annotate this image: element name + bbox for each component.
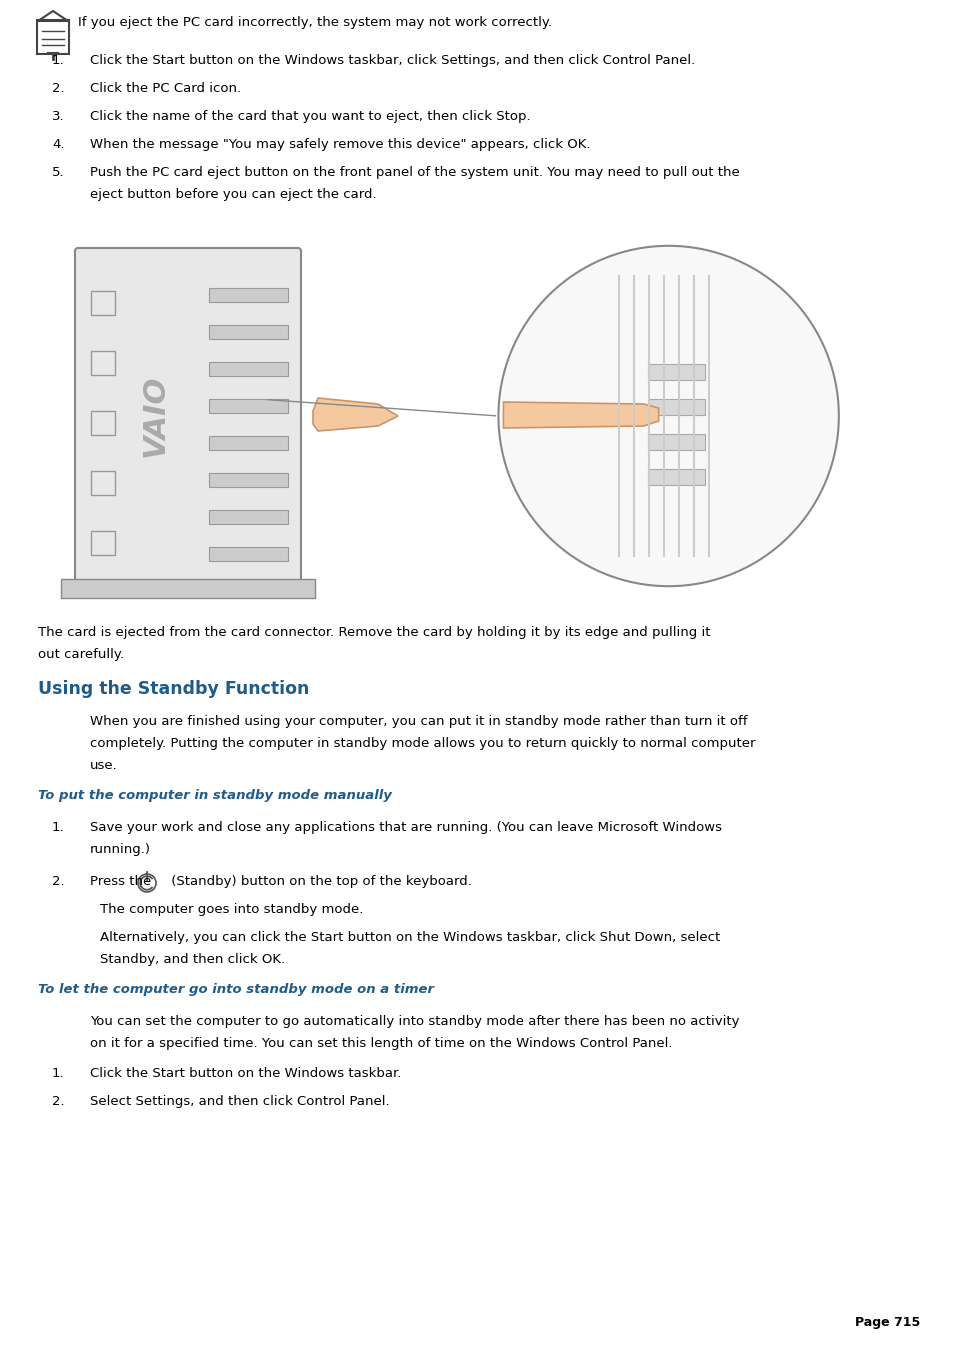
Text: out carefully.: out carefully. — [38, 648, 124, 661]
Text: 2.: 2. — [52, 82, 65, 95]
Text: 2.: 2. — [52, 875, 65, 888]
Text: running.): running.) — [90, 843, 151, 857]
FancyBboxPatch shape — [209, 509, 288, 524]
Polygon shape — [313, 399, 397, 431]
Text: The card is ejected from the card connector. Remove the card by holding it by it: The card is ejected from the card connec… — [38, 626, 710, 639]
FancyBboxPatch shape — [61, 580, 314, 598]
Text: 2.: 2. — [52, 1096, 65, 1108]
Text: 1.: 1. — [52, 54, 65, 68]
Text: When the message "You may safely remove this device" appears, click OK.: When the message "You may safely remove … — [90, 138, 590, 151]
Text: VAIO: VAIO — [140, 374, 170, 457]
FancyBboxPatch shape — [209, 436, 288, 450]
Text: Push the PC card eject button on the front panel of the system unit. You may nee: Push the PC card eject button on the fro… — [90, 166, 739, 178]
Text: Standby, and then click OK.: Standby, and then click OK. — [100, 952, 285, 966]
Text: Select Settings, and then click Control Panel.: Select Settings, and then click Control … — [90, 1096, 389, 1108]
Text: Using the Standby Function: Using the Standby Function — [38, 680, 309, 698]
FancyBboxPatch shape — [209, 326, 288, 339]
Polygon shape — [503, 403, 658, 428]
FancyBboxPatch shape — [209, 399, 288, 413]
FancyBboxPatch shape — [647, 469, 704, 485]
Text: When you are finished using your computer, you can put it in standby mode rather: When you are finished using your compute… — [90, 715, 747, 728]
Text: Alternatively, you can click the Start button on the Windows taskbar, click Shut: Alternatively, you can click the Start b… — [100, 931, 720, 944]
Text: Click the Start button on the Windows taskbar, click Settings, and then click Co: Click the Start button on the Windows ta… — [90, 54, 695, 68]
FancyBboxPatch shape — [647, 363, 704, 380]
FancyBboxPatch shape — [647, 399, 704, 415]
Text: completely. Putting the computer in standby mode allows you to return quickly to: completely. Putting the computer in stan… — [90, 738, 755, 750]
Text: (Standby) button on the top of the keyboard.: (Standby) button on the top of the keybo… — [167, 875, 472, 888]
Text: To let the computer go into standby mode on a timer: To let the computer go into standby mode… — [38, 984, 434, 996]
FancyBboxPatch shape — [75, 249, 301, 584]
Text: Click the PC Card icon.: Click the PC Card icon. — [90, 82, 241, 95]
Text: Click the name of the card that you want to eject, then click Stop.: Click the name of the card that you want… — [90, 109, 530, 123]
Text: 3.: 3. — [52, 109, 65, 123]
Text: Press the: Press the — [90, 875, 155, 888]
Text: You can set the computer to go automatically into standby mode after there has b: You can set the computer to go automatic… — [90, 1015, 739, 1028]
FancyBboxPatch shape — [48, 231, 909, 601]
Text: The computer goes into standby mode.: The computer goes into standby mode. — [100, 902, 363, 916]
Text: 1.: 1. — [52, 821, 65, 834]
Text: use.: use. — [90, 759, 117, 771]
Text: To put the computer in standby mode manually: To put the computer in standby mode manu… — [38, 789, 392, 802]
Text: 5.: 5. — [52, 166, 65, 178]
Text: Save your work and close any applications that are running. (You can leave Micro: Save your work and close any application… — [90, 821, 721, 834]
Text: Page 715: Page 715 — [854, 1316, 919, 1329]
Circle shape — [497, 246, 838, 586]
Text: 4.: 4. — [52, 138, 65, 151]
FancyBboxPatch shape — [647, 434, 704, 450]
Text: If you eject the PC card incorrectly, the system may not work correctly.: If you eject the PC card incorrectly, th… — [78, 16, 552, 28]
FancyBboxPatch shape — [209, 473, 288, 486]
Text: eject button before you can eject the card.: eject button before you can eject the ca… — [90, 188, 376, 201]
FancyBboxPatch shape — [209, 288, 288, 303]
Text: on it for a specified time. You can set this length of time on the Windows Contr: on it for a specified time. You can set … — [90, 1038, 672, 1050]
Text: Click the Start button on the Windows taskbar.: Click the Start button on the Windows ta… — [90, 1067, 401, 1079]
FancyBboxPatch shape — [209, 547, 288, 561]
FancyBboxPatch shape — [209, 362, 288, 376]
Text: 1.: 1. — [52, 1067, 65, 1079]
